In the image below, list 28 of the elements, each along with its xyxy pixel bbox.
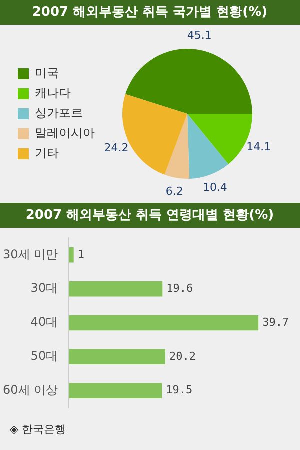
- data-label: 14.1: [246, 140, 272, 154]
- y-tick-label: 60세 이상: [2, 382, 58, 397]
- bar: [69, 349, 166, 365]
- data-label: 19.6: [166, 282, 194, 295]
- data-label: 24.2: [104, 141, 129, 154]
- bar: [69, 281, 163, 297]
- legend-label: 기타: [35, 146, 59, 160]
- y-tick-label: 50대: [30, 349, 58, 364]
- chart-title: 2007 해외부동산 취득 연령대별 현황(%): [0, 203, 300, 228]
- chart-title: 2007 해외부동산 취득 국가별 현황(%): [0, 0, 300, 25]
- legend-label: 말레이시아: [35, 126, 95, 140]
- bar: [69, 383, 162, 398]
- text: ◈ 한국은행: [9, 422, 67, 438]
- data-label: 10.4: [202, 180, 228, 194]
- y-tick-label: 40대: [30, 315, 58, 330]
- data-label: 45.1: [187, 28, 212, 42]
- data-label: 6.2: [166, 184, 184, 198]
- legend-label: 캐나다: [35, 86, 71, 100]
- bar: [69, 248, 74, 263]
- data-label: 20.2: [169, 350, 196, 363]
- y-tick-label: 30대: [30, 281, 58, 296]
- data-label: 39.7: [262, 316, 290, 329]
- legend-label: 싱가포르: [35, 106, 83, 120]
- legend-label: 미국: [35, 66, 59, 80]
- bar: [69, 315, 259, 331]
- y-tick-label: 30세 미만: [2, 247, 58, 262]
- data-label: 19.5: [166, 384, 193, 397]
- data-label: 1: [78, 248, 84, 262]
